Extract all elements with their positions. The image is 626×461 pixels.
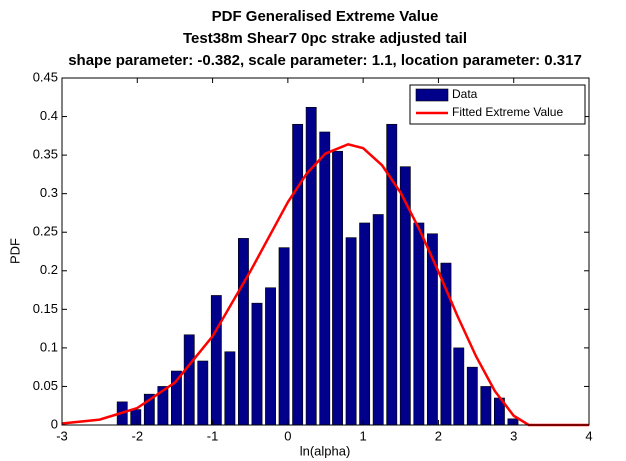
legend-label: Fitted Extreme Value: [452, 105, 563, 119]
chart-title: shape parameter: -0.382, scale parameter…: [68, 52, 582, 69]
chart-title: PDF Generalised Extreme Value: [212, 8, 439, 25]
x-tick-label: -2: [132, 428, 144, 443]
y-tick-label: 0.2: [40, 262, 58, 277]
x-axis-label: ln(alpha): [300, 443, 351, 458]
bar: [238, 238, 249, 426]
bar: [345, 237, 357, 426]
fit-line: [61, 143, 589, 427]
bar: [453, 347, 465, 426]
bar: [210, 295, 222, 426]
x-tick-label: 1: [360, 428, 367, 443]
y-tick-label: 0.25: [33, 224, 58, 239]
y-axis-label: PDF: [7, 238, 22, 264]
x-tick-label: 0: [284, 428, 291, 443]
legend-swatch: [415, 88, 449, 102]
bar: [332, 150, 343, 426]
bar: [197, 360, 209, 426]
legend-label: Data: [452, 87, 478, 101]
bar: [413, 222, 425, 426]
bar: [183, 334, 195, 426]
x-tick-label: 3: [510, 428, 517, 443]
bar: [426, 233, 438, 426]
x-tick-label: 2: [435, 428, 442, 443]
bar: [399, 166, 411, 426]
y-tick-label: 0.05: [33, 378, 58, 393]
y-tick-label: 0.45: [33, 69, 58, 84]
bar: [480, 386, 492, 426]
bar: [359, 222, 371, 426]
bar: [292, 123, 304, 426]
bar: [319, 131, 331, 426]
y-tick-label: 0.15: [33, 301, 58, 316]
chart-title: Test38m Shear7 0pc strake adjusted tail: [183, 30, 467, 47]
bar: [466, 366, 478, 426]
bar: [372, 214, 384, 426]
y-tick-label: 0.3: [40, 185, 58, 200]
bar: [265, 287, 276, 426]
bar: [305, 107, 317, 426]
x-tick-label: 4: [585, 428, 592, 443]
bar: [251, 302, 263, 426]
bar: [130, 409, 142, 426]
x-tick-label: -1: [207, 428, 219, 443]
y-tick-label: 0.1: [40, 339, 58, 354]
y-tick-label: 0.4: [40, 108, 58, 123]
bar: [386, 123, 398, 426]
bar: [278, 247, 290, 426]
y-tick-label: 0: [51, 416, 58, 431]
plot-frame: [61, 77, 590, 426]
bar: [507, 418, 519, 426]
bar: [224, 351, 236, 426]
x-tick-label: -3: [56, 428, 68, 443]
y-tick-label: 0.35: [33, 147, 58, 162]
